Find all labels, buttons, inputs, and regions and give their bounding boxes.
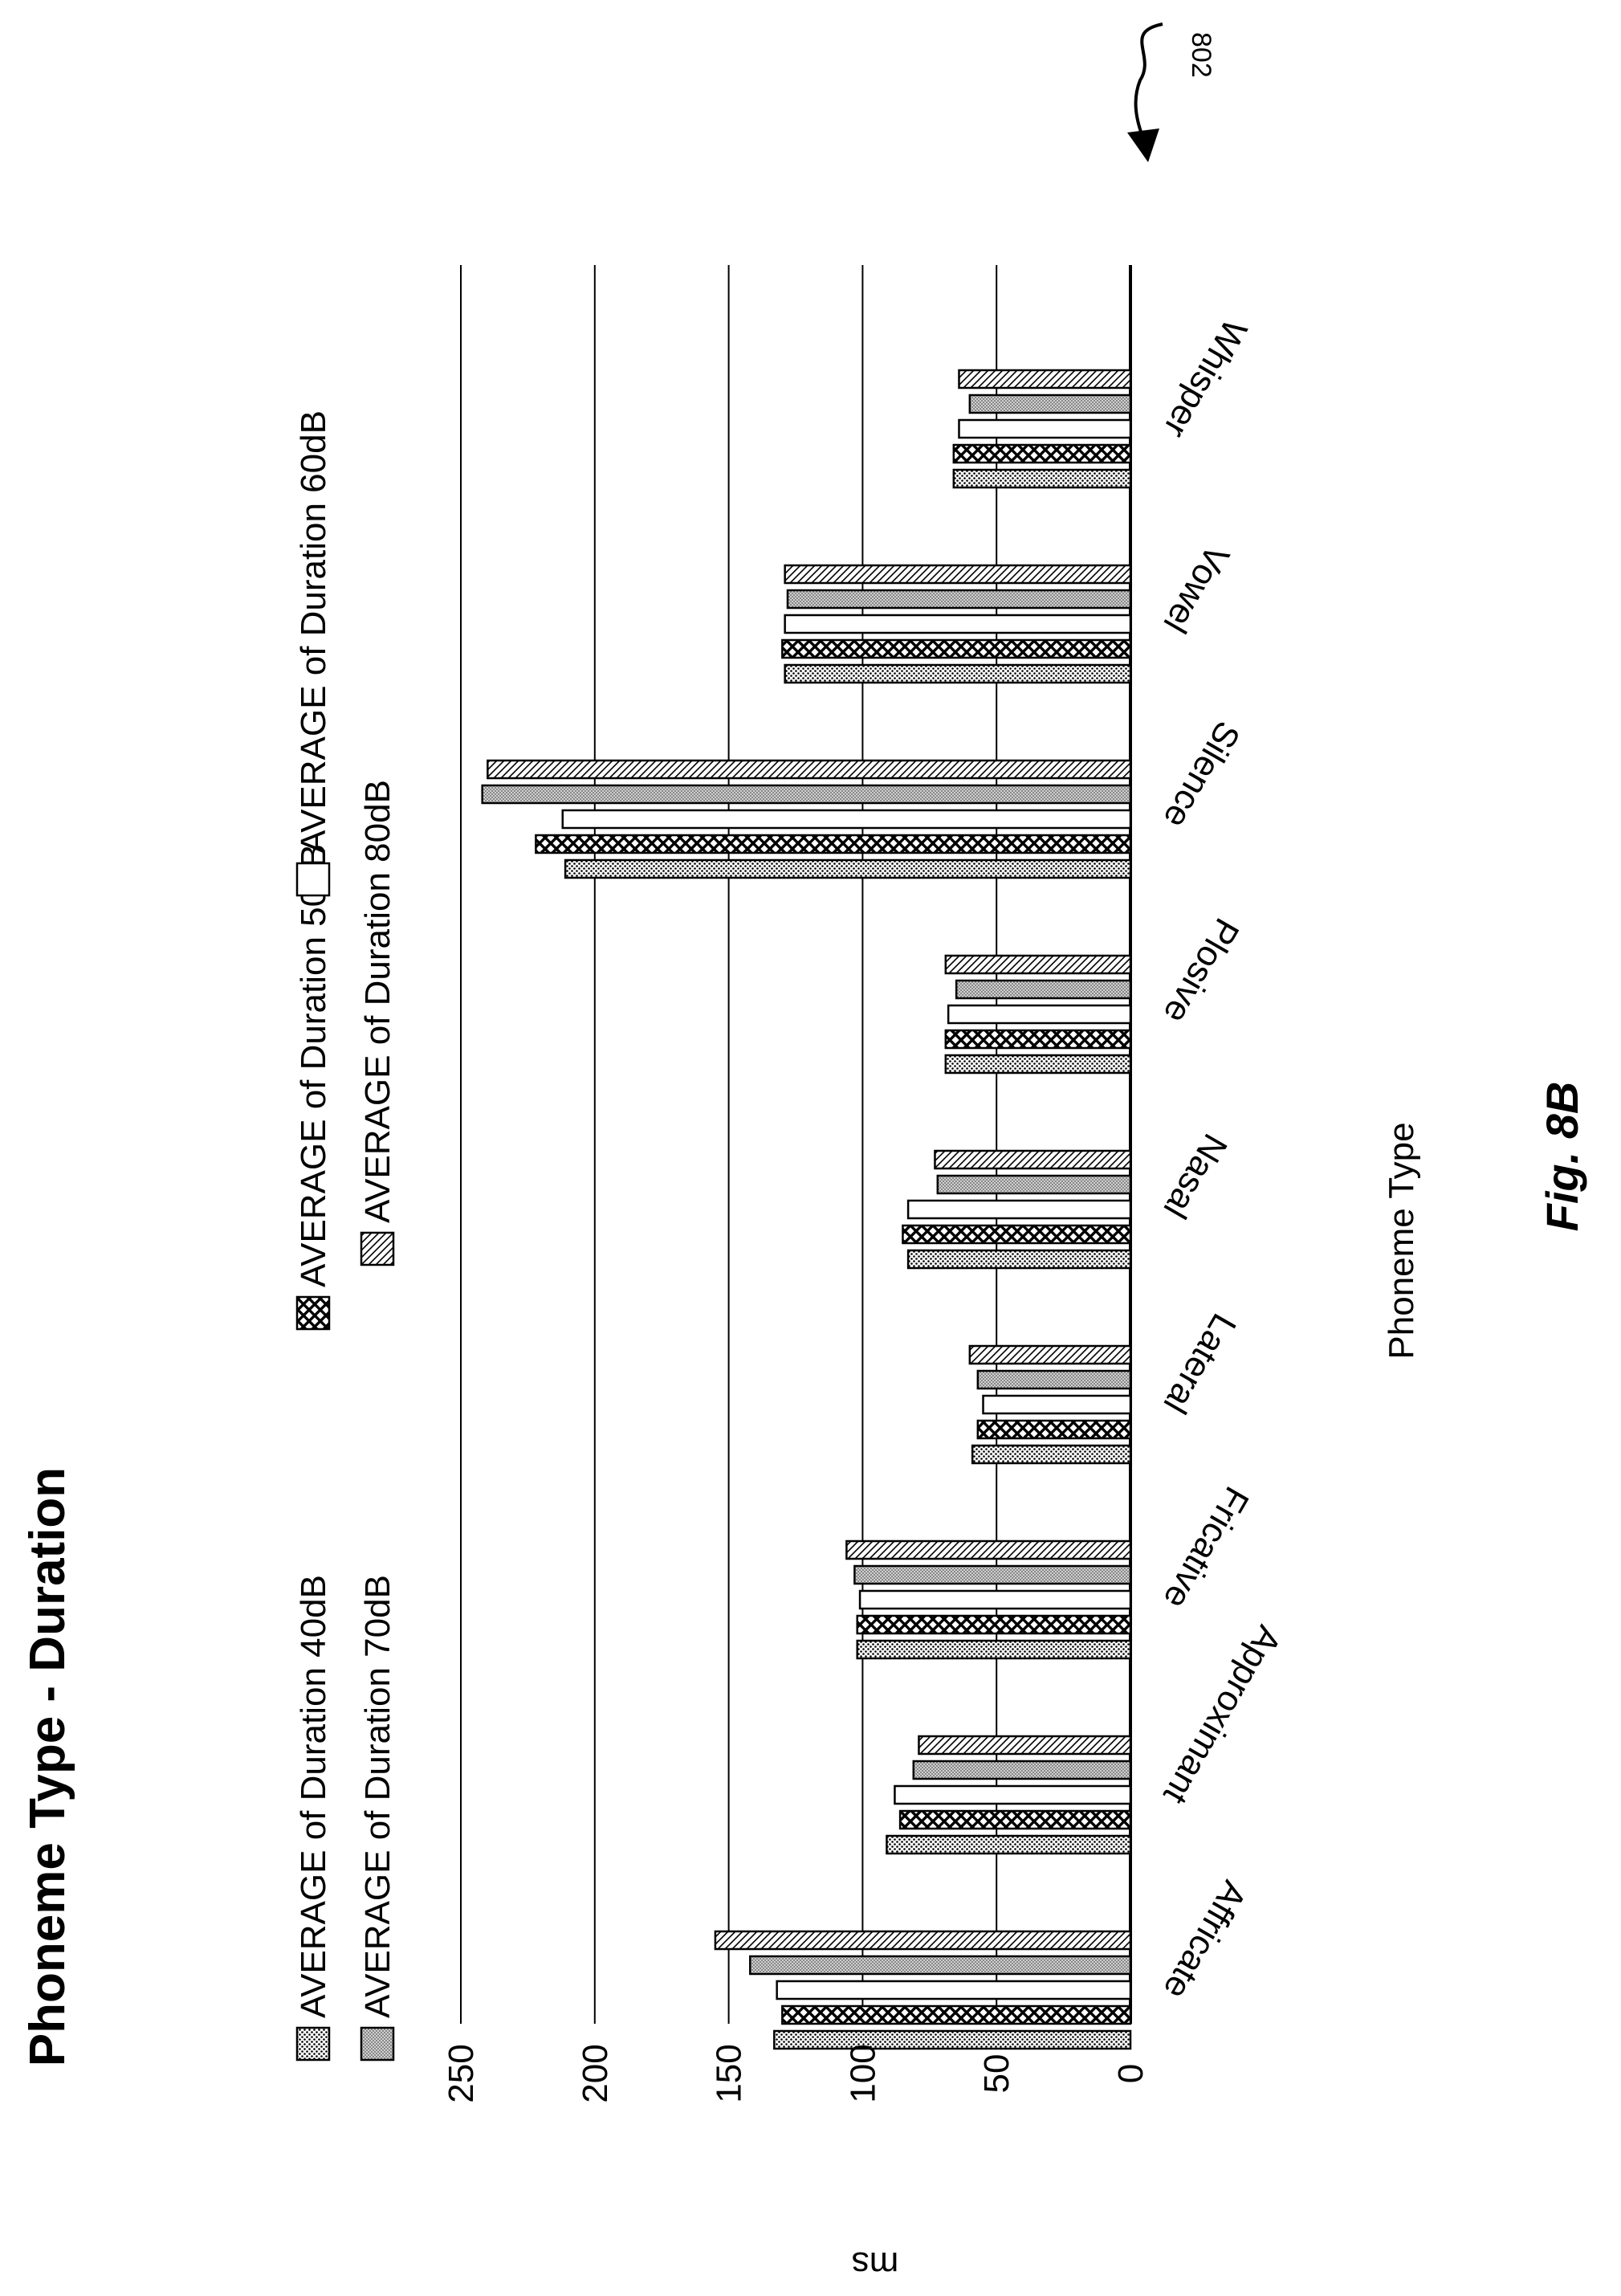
bar-vowel-series-5 bbox=[784, 564, 1132, 585]
bar-vowel-series-3 bbox=[784, 614, 1132, 634]
bar-vowel-series-4 bbox=[786, 589, 1132, 610]
bar-plosive-series-5 bbox=[944, 954, 1132, 975]
category-label-fricative: Fricative bbox=[1155, 1480, 1256, 1615]
bar-approximant-series-3 bbox=[894, 1784, 1132, 1805]
bar-silence-series-3 bbox=[561, 809, 1132, 830]
bar-whisper-series-5 bbox=[958, 369, 1132, 389]
reference-numeral: 802 bbox=[1186, 32, 1216, 78]
bar-affricate-series-3 bbox=[776, 1980, 1132, 2000]
bar-fricative-series-3 bbox=[858, 1589, 1132, 1610]
bar-approximant-series-4 bbox=[912, 1760, 1132, 1780]
bar-plosive-series-2 bbox=[944, 1029, 1132, 1050]
y-tick-label: 0 bbox=[1111, 2064, 1151, 2083]
bar-plosive-series-4 bbox=[955, 979, 1132, 1000]
bar-whisper-series-3 bbox=[958, 418, 1132, 439]
bar-affricate-series-5 bbox=[714, 1930, 1132, 1951]
bar-fricative-series-5 bbox=[845, 1540, 1132, 1560]
bar-affricate-series-1 bbox=[773, 2029, 1132, 2050]
legend-entry-5: AVERAGE of Duration 80dB bbox=[358, 780, 397, 1266]
bar-nasal-series-4 bbox=[936, 1174, 1132, 1195]
bar-lateral-series-5 bbox=[968, 1344, 1132, 1365]
chart-title: Phoneme Type - Duration bbox=[20, 1467, 75, 2066]
legend-label: AVERAGE of Duration 70dB bbox=[358, 1575, 397, 2018]
bars bbox=[481, 369, 1132, 2050]
bar-nasal-series-3 bbox=[906, 1199, 1132, 1220]
y-tick-label: 50 bbox=[977, 2054, 1016, 2094]
bar-plosive-series-1 bbox=[944, 1054, 1132, 1075]
category-label-nasal: Nasal bbox=[1155, 1128, 1235, 1225]
bar-lateral-series-3 bbox=[982, 1394, 1132, 1415]
bar-nasal-series-1 bbox=[906, 1249, 1132, 1270]
bar-affricate-series-2 bbox=[781, 2004, 1132, 2025]
legend-swatch bbox=[295, 862, 331, 897]
legend-swatch bbox=[295, 1295, 331, 1331]
category-label-plosive: Plosive bbox=[1155, 911, 1246, 1030]
category-label-silence: Silence bbox=[1155, 715, 1248, 834]
legend: AVERAGE of Duration 40dB AVERAGE of Durat… bbox=[294, 410, 397, 2062]
y-tick-label: 150 bbox=[710, 2044, 749, 2102]
bar-plosive-series-3 bbox=[947, 1004, 1132, 1025]
y-tick-labels: 0 50 100 150 200 250 bbox=[442, 2044, 1151, 2102]
legend-entry-2: AVERAGE of Duration 50dB bbox=[294, 844, 333, 1331]
category-label-whisper: Whisper bbox=[1155, 312, 1254, 444]
bar-silence-series-4 bbox=[481, 784, 1132, 805]
bar-approximant-series-1 bbox=[886, 1834, 1132, 1855]
bar-fricative-series-1 bbox=[856, 1639, 1132, 1660]
bar-silence-series-1 bbox=[564, 858, 1132, 879]
legend-swatch bbox=[295, 2026, 331, 2062]
bar-vowel-series-2 bbox=[781, 638, 1132, 659]
legend-label: AVERAGE of Duration 80dB bbox=[358, 780, 397, 1223]
reference-arrowhead bbox=[1127, 128, 1159, 162]
y-tick-label: 250 bbox=[442, 2044, 481, 2102]
y-tick-label: 200 bbox=[576, 2044, 615, 2102]
reference-arrow bbox=[1134, 22, 1163, 141]
legend-label: AVERAGE of Duration 60dB bbox=[294, 410, 333, 854]
bar-lateral-series-2 bbox=[976, 1419, 1132, 1440]
y-tick-label: 100 bbox=[843, 2044, 882, 2102]
category-label-affricate: Affricate bbox=[1155, 1874, 1254, 2006]
figure-caption: Fig. 8B bbox=[1537, 1082, 1587, 1232]
legend-swatch bbox=[360, 1231, 395, 1266]
legend-label: AVERAGE of Duration 50dB bbox=[294, 844, 333, 1287]
category-label-vowel: Vowel bbox=[1155, 538, 1236, 639]
legend-entry-3: AVERAGE of Duration 60dB bbox=[294, 410, 333, 897]
legend-swatch bbox=[360, 2026, 395, 2062]
bar-fricative-series-2 bbox=[856, 1614, 1132, 1635]
legend-entry-1: AVERAGE of Duration 40dB bbox=[294, 1575, 333, 2062]
bar-affricate-series-4 bbox=[749, 1955, 1132, 1976]
legend-entry-4: AVERAGE of Duration 70dB bbox=[358, 1575, 397, 2062]
bar-whisper-series-1 bbox=[952, 468, 1132, 489]
bar-whisper-series-2 bbox=[952, 443, 1132, 464]
bar-approximant-series-5 bbox=[918, 1735, 1132, 1756]
bar-nasal-series-2 bbox=[902, 1224, 1132, 1245]
bar-whisper-series-4 bbox=[968, 394, 1132, 414]
bar-lateral-series-1 bbox=[971, 1444, 1132, 1465]
bar-silence-series-5 bbox=[487, 759, 1132, 780]
gridlines bbox=[460, 265, 1132, 2024]
bar-approximant-series-2 bbox=[898, 1809, 1132, 1830]
legend-label: AVERAGE of Duration 40dB bbox=[294, 1575, 333, 2018]
bar-vowel-series-1 bbox=[784, 663, 1132, 684]
bar-lateral-series-4 bbox=[976, 1369, 1132, 1390]
x-axis-label: Phoneme Type bbox=[1382, 1122, 1421, 1359]
bar-fricative-series-4 bbox=[853, 1564, 1132, 1585]
category-label-lateral: Lateral bbox=[1155, 1307, 1244, 1420]
category-label-approximant: Approximant bbox=[1155, 1619, 1289, 1810]
bar-nasal-series-5 bbox=[934, 1149, 1132, 1170]
y-axis-label: ms bbox=[852, 2245, 899, 2284]
bar-silence-series-2 bbox=[535, 834, 1132, 854]
